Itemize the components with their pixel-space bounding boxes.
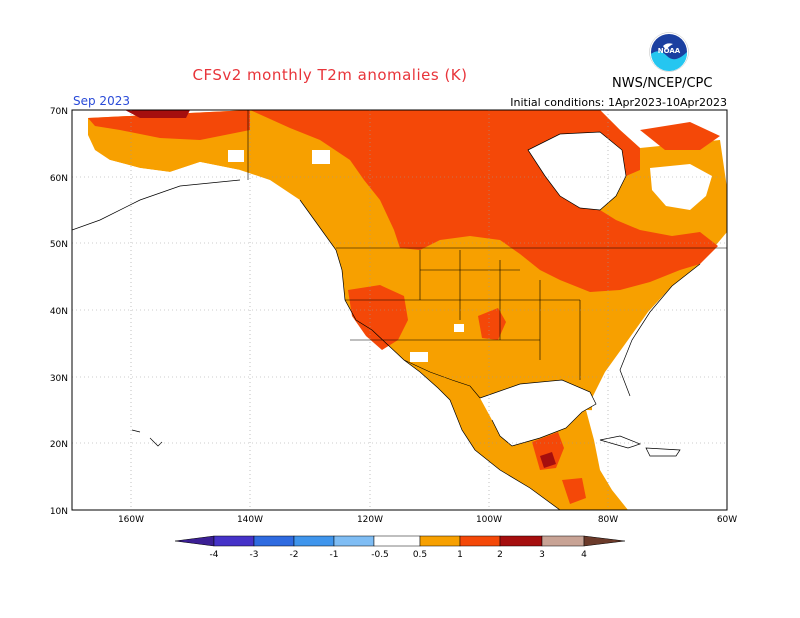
anomaly-region-darkred-guatemala (540, 452, 556, 468)
anomaly-region-red-central-america (532, 432, 564, 470)
alaska-white-area (72, 160, 240, 230)
noaa-logo-text: NOAA (658, 47, 681, 55)
lon-label-100w: 100W (476, 515, 502, 525)
white-patch-texas (454, 324, 464, 332)
white-patch-nwt (312, 150, 330, 164)
lat-label-10n: 10N (50, 507, 68, 517)
lat-label-70n: 70N (50, 107, 68, 117)
legend-label-m3: -3 (250, 550, 259, 560)
legend-swatch-3-4 (541, 535, 585, 547)
legend-swatch-05-1 (419, 535, 461, 547)
pacific-area (72, 200, 560, 510)
borders (247, 110, 727, 399)
lon-label-140w: 140W (237, 515, 263, 525)
anomaly-region-red-canada (250, 110, 718, 292)
legend-label-m05: -0.5 (371, 550, 389, 560)
white-patch-mexico-north (410, 352, 428, 362)
legend-label-p1: 1 (457, 550, 463, 560)
anomaly-region-red-arctic (640, 122, 720, 150)
legend-swatch-lt-4 (174, 535, 215, 547)
agency-label: NWS/NCEP/CPC (612, 76, 713, 91)
legend-swatch-neutral (373, 535, 421, 547)
anomaly-region-red-southwest (348, 285, 408, 350)
lon-label-120w: 120W (357, 515, 383, 525)
legend-swatch-2-1 (293, 535, 335, 547)
lat-label-40n: 40N (50, 307, 68, 317)
map-title: CFSv2 monthly T2m anomalies (K) (192, 66, 468, 84)
atlantic-area (620, 246, 727, 432)
anomaly-region-red-colorado (478, 308, 506, 340)
color-legend (174, 535, 626, 547)
legend-label-p05: 0.5 (413, 550, 427, 560)
anomaly-region-red-alaska-north (88, 110, 250, 140)
white-patch-yukon (228, 150, 244, 162)
lon-label-60w: 60W (717, 515, 737, 525)
northeast-canada-white (650, 164, 712, 210)
legend-swatch-2-3 (499, 535, 543, 547)
caribbean-area (586, 410, 727, 510)
initial-conditions-label: Initial conditions: 1Apr2023-10Apr2023 (510, 96, 727, 109)
legend-label-p2: 2 (497, 550, 503, 560)
lat-label-60n: 60N (50, 174, 68, 184)
legend-label-p4: 4 (581, 550, 587, 560)
noaa-logo-icon: NOAA (649, 32, 689, 72)
legend-swatch-gt-4 (583, 535, 626, 547)
legend-label-p3: 3 (539, 550, 545, 560)
legend-label-m4: -4 (210, 550, 219, 560)
legend-swatch-1-05 (333, 535, 375, 547)
gulf-of-mexico-area (480, 380, 596, 446)
map-grid (72, 110, 727, 510)
anomaly-region-red-honduras (562, 478, 586, 504)
map-frame (71, 109, 728, 511)
legend-swatch-3-2 (253, 535, 295, 547)
legend-label-m1: -1 (330, 550, 339, 560)
forecast-month: Sep 2023 (73, 94, 130, 108)
legend-swatch-1-2 (459, 535, 501, 547)
legend-swatch-4-3 (213, 535, 255, 547)
legend-label-m2: -2 (290, 550, 299, 560)
anomaly-region-darkred-alaska (125, 110, 190, 118)
hudson-bay-area (528, 132, 626, 210)
lon-label-160w: 160W (118, 515, 144, 525)
lat-label-20n: 20N (50, 440, 68, 450)
lon-label-80w: 80W (598, 515, 618, 525)
lat-label-30n: 30N (50, 374, 68, 384)
lat-label-50n: 50N (50, 240, 68, 250)
